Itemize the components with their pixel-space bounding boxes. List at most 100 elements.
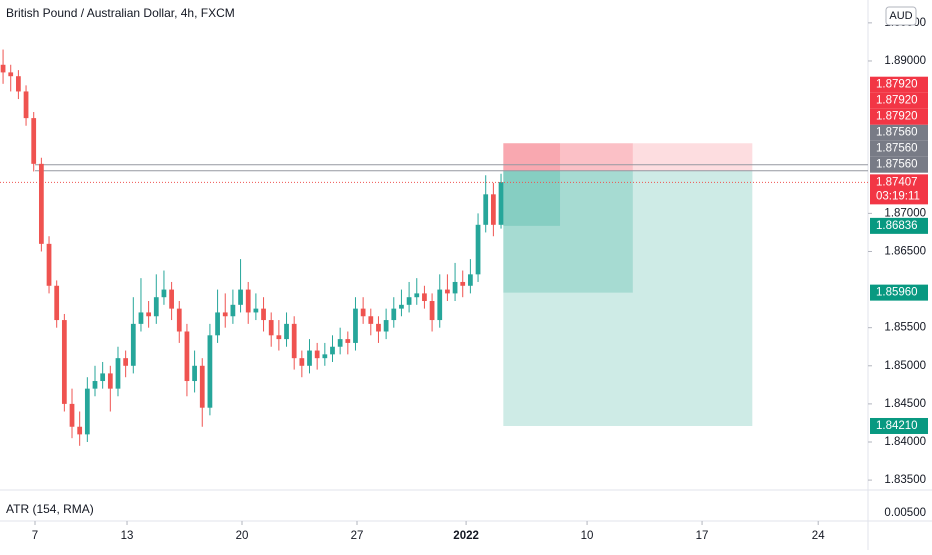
stop-zone (503, 143, 633, 171)
candle-body (0, 64, 6, 73)
candle-body (376, 323, 381, 332)
price-tick-label: 1.87000 (884, 207, 926, 219)
candle-body (483, 194, 489, 225)
candle-body (253, 308, 259, 313)
candle-body (284, 323, 289, 340)
time-tick-label: 27 (351, 530, 364, 542)
stop-zone (503, 143, 561, 171)
candle-body (207, 335, 213, 408)
candle-body (161, 289, 167, 298)
target-badge-label: 1.84210 (876, 420, 918, 432)
candle-body (391, 308, 397, 321)
candle-body (123, 358, 129, 366)
target-zone (503, 170, 753, 426)
candle-body (215, 312, 220, 336)
countdown: 03:19:11 (876, 190, 920, 202)
time-tick-label: 13 (121, 530, 134, 542)
candle-body (176, 308, 182, 332)
candle-body (360, 308, 366, 317)
candle-body (276, 335, 282, 340)
price-tick-label: 1.85000 (884, 360, 926, 372)
candle-body (31, 118, 37, 164)
candle-body (406, 297, 412, 305)
candle-body (437, 289, 443, 321)
candle-body (337, 339, 343, 347)
target-badge (870, 284, 928, 301)
stop-zone (503, 143, 753, 171)
candle-body (184, 331, 190, 382)
time-tick-label: 24 (812, 530, 825, 542)
stop-badge-label: 1.87920 (876, 95, 918, 107)
indicator-label: ATR (154, RMA) (6, 502, 94, 516)
candle-body (268, 320, 274, 336)
target-badge-label: 1.85960 (876, 287, 918, 299)
chart-title: British Pound / Australian Dollar, 4h, F… (6, 6, 235, 20)
candle-body (399, 304, 404, 309)
candle-body (77, 426, 83, 435)
candle-body (38, 163, 44, 244)
price-tick-label: 1.85500 (884, 322, 926, 334)
price-tick-label: 1.86500 (884, 246, 926, 258)
entry-badge-label: 1.87560 (876, 127, 918, 139)
current-price-label: 1.87407 (876, 176, 918, 188)
stop-badge (870, 108, 928, 125)
stop-badge-label: 1.87920 (876, 111, 918, 123)
entry-badge-label: 1.87560 (876, 143, 918, 155)
time-tick-label: 10 (581, 530, 594, 542)
candle-body (468, 274, 473, 286)
candle-body (261, 308, 266, 321)
target-badge-label: 1.86836 (876, 220, 918, 232)
entry-badge (870, 140, 928, 157)
price-tick-label: 1.83500 (884, 474, 926, 486)
candle-body (414, 293, 420, 298)
currency-box (885, 6, 917, 26)
indicator-tick-label: 0.00500 (884, 507, 926, 519)
stop-badge (870, 76, 928, 93)
candle-body (330, 346, 335, 355)
candle-body (445, 289, 450, 294)
candle-body (222, 312, 228, 317)
candle-body (107, 373, 113, 389)
candle-body (345, 339, 351, 343)
candle-body (475, 224, 481, 275)
candle-body (299, 358, 305, 366)
time-tick-label: 2022 (453, 530, 479, 542)
candle-body (138, 312, 144, 324)
target-zone (503, 170, 633, 293)
candle-body (353, 308, 358, 343)
stop-badge (870, 92, 928, 109)
candle-body (199, 365, 205, 408)
entry-badge (870, 156, 928, 173)
candle-body (314, 350, 320, 359)
candle-body (238, 289, 243, 305)
candle-body (84, 388, 90, 435)
time-tick-label: 20 (236, 530, 249, 542)
candle-body (307, 350, 312, 366)
candle-body (322, 354, 328, 359)
candle-body (245, 289, 251, 313)
target-zone (503, 170, 561, 226)
candle-body (115, 358, 121, 389)
time-tick-label: 7 (32, 530, 38, 542)
price-tick-label: 1.84500 (884, 398, 926, 410)
candle-body (498, 182, 504, 225)
candle-body (169, 289, 174, 309)
candle-body (54, 285, 60, 321)
candle-body (452, 281, 458, 294)
candle-body (368, 316, 374, 324)
target-badge (870, 417, 928, 434)
candle-body (460, 281, 466, 286)
candle-body (130, 323, 136, 366)
candle-body (422, 293, 427, 302)
target-badge (870, 217, 928, 234)
candle-body (192, 365, 197, 382)
price-tick-label: 1.84000 (884, 436, 926, 448)
currency-label: AUD (889, 10, 912, 22)
entry-badge-label: 1.87560 (876, 159, 918, 171)
candle-body (146, 312, 151, 317)
candle-body (69, 403, 75, 427)
candle-body (100, 373, 106, 382)
candle-body (291, 323, 297, 359)
